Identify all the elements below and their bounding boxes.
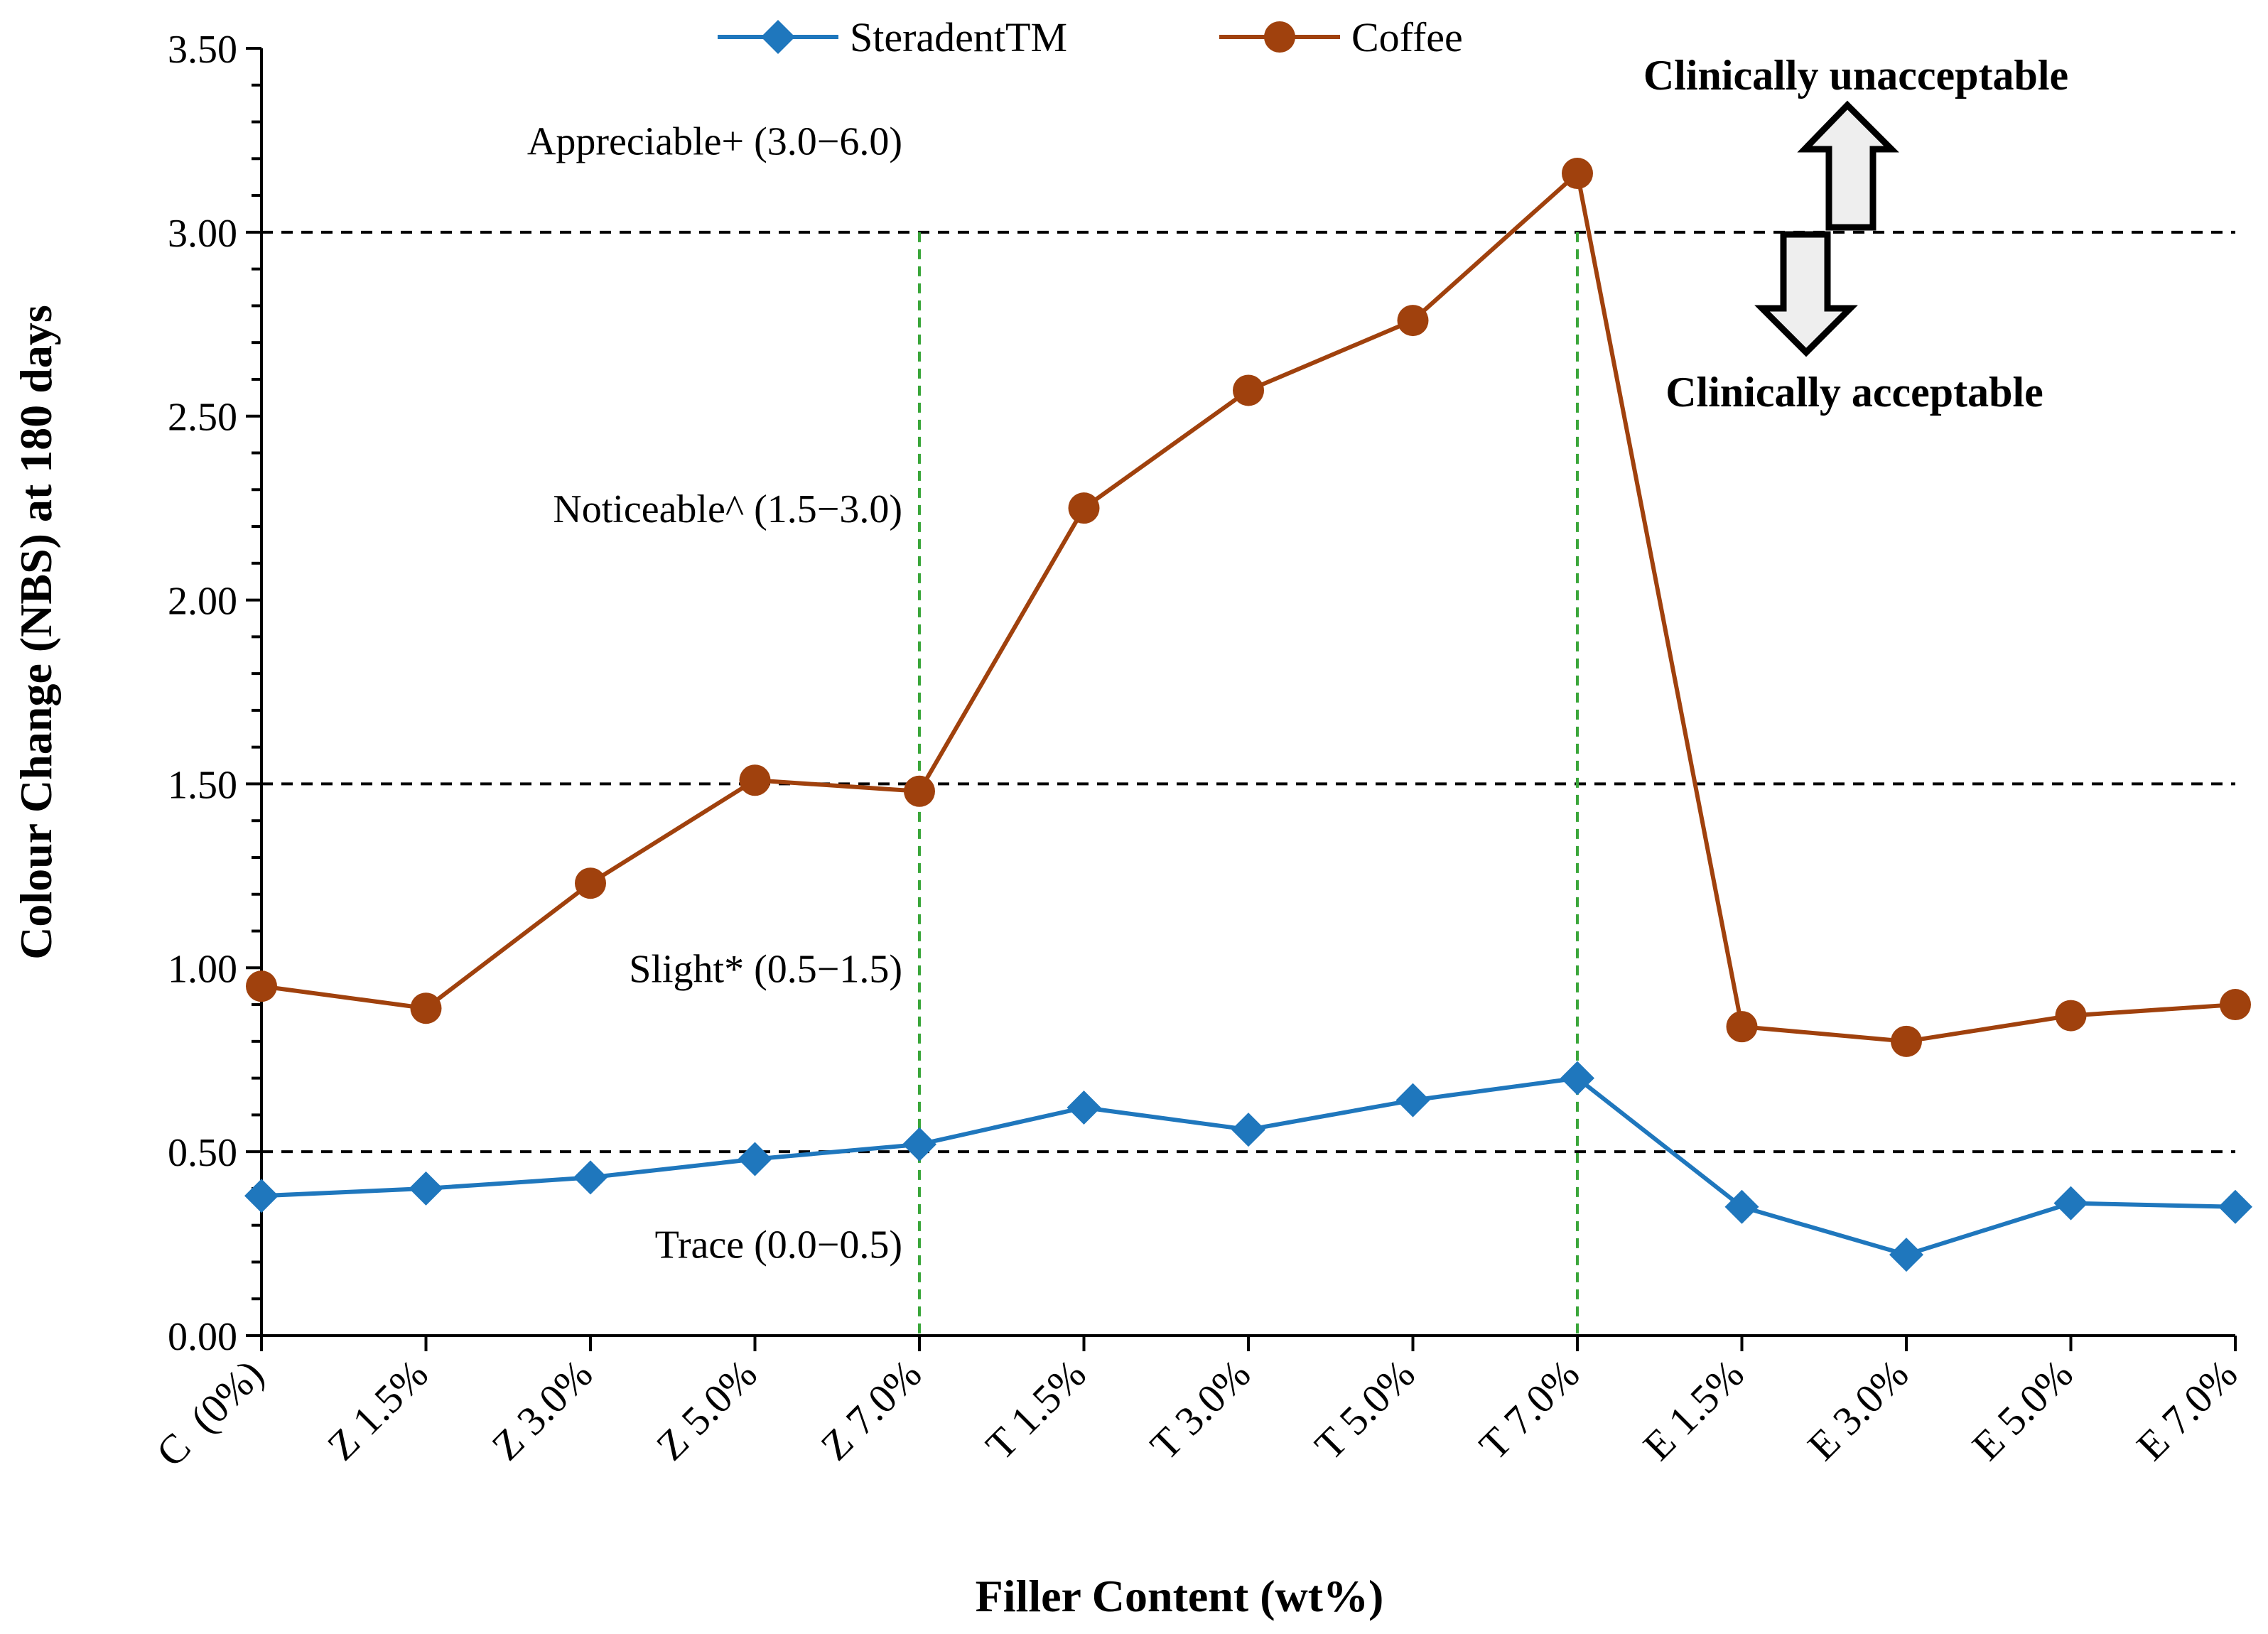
data-point	[1066, 1091, 1101, 1125]
clinical-annotations: Clinically unacceptable Clinically accept…	[1643, 52, 2068, 416]
reference-lines	[261, 230, 2235, 1154]
y-tick-label: 2.00	[168, 580, 237, 624]
data-point	[1397, 305, 1429, 337]
data-point	[575, 867, 606, 899]
x-tick-label: E 3.0%	[1798, 1351, 1917, 1469]
data-point	[244, 1179, 279, 1213]
data-point	[2053, 1186, 2088, 1221]
x-tick-label: Z 3.0%	[482, 1351, 601, 1469]
data-point	[2218, 1189, 2252, 1224]
y-tick-label: 2.50	[168, 396, 237, 440]
series-steradenttm	[244, 1061, 2252, 1272]
series-line	[261, 171, 2236, 1044]
x-tick-label: C (0%)	[147, 1351, 272, 1476]
x-tick-label: Z 5.0%	[647, 1351, 766, 1469]
legend-label: Coffee	[1351, 14, 1463, 60]
data-point	[246, 970, 277, 1002]
data-point	[902, 1127, 936, 1162]
legend-item: SteradentTM	[718, 14, 1067, 60]
x-tick-label: T 1.5%	[977, 1351, 1095, 1468]
data-point	[1889, 1238, 1923, 1272]
y-axis-title: Colour Change (NBS) at 180 days	[11, 305, 61, 960]
clinically-unacceptable-label: Clinically unacceptable	[1643, 52, 2068, 99]
axes: 0.00 0.50 1.00 1.50 2.00 2.50 3.00 3.50 C (0%) Z …	[147, 28, 2246, 1476]
series-line	[261, 1076, 2236, 1257]
band-label: Noticeable^ (1.5−3.0)	[553, 487, 902, 531]
data-point	[1231, 1113, 1265, 1147]
data-point	[738, 1142, 772, 1176]
series-coffee	[246, 158, 2251, 1057]
band-label: Slight* (0.5−1.5)	[629, 947, 902, 991]
y-tick-label: 1.50	[168, 763, 237, 807]
arrow-down-icon	[1754, 231, 1858, 357]
series-layer	[244, 158, 2252, 1272]
data-point	[1233, 374, 1264, 406]
data-point	[410, 992, 442, 1024]
x-tick-label: T 3.0%	[1141, 1351, 1259, 1468]
y-tick-label: 1.00	[168, 947, 237, 991]
arrow-up-icon	[1797, 100, 1899, 231]
data-point	[1395, 1083, 1430, 1118]
data-point	[1068, 492, 1100, 524]
data-point	[1562, 158, 1593, 190]
x-tick-label: T 7.0%	[1470, 1351, 1588, 1468]
x-tick-label: Z 1.5%	[318, 1351, 437, 1469]
x-axis-title: Filler Content (wt%)	[976, 1571, 1384, 1621]
data-point	[1726, 1011, 1758, 1043]
data-point	[2055, 1000, 2087, 1032]
x-tick-label: E 7.0%	[2127, 1351, 2246, 1469]
legend-label: SteradentTM	[850, 14, 1067, 60]
y-tick-label: 0.50	[168, 1131, 237, 1175]
data-point	[2220, 989, 2251, 1021]
data-point	[1724, 1189, 1759, 1224]
data-point	[1891, 1025, 1922, 1057]
y-tick-label: 3.50	[168, 28, 237, 72]
x-tick-label: Z 7.0%	[811, 1351, 930, 1469]
data-point	[904, 775, 935, 807]
data-point	[1560, 1061, 1594, 1095]
band-labels: Trace (0.0−0.5) Slight* (0.5−1.5) Noticeab…	[527, 119, 902, 1267]
y-tick-label: 0.00	[168, 1315, 237, 1359]
legend-marker	[1264, 21, 1295, 53]
band-label: Appreciable+ (3.0−6.0)	[527, 119, 902, 163]
x-tick-label: E 5.0%	[1963, 1351, 2082, 1469]
legend-item: Coffee	[1219, 14, 1463, 60]
x-tick-label: T 5.0%	[1306, 1351, 1424, 1468]
band-label: Trace (0.0−0.5)	[655, 1223, 902, 1267]
data-point	[739, 764, 771, 796]
legend: SteradentTM Coffee	[718, 14, 1463, 60]
data-point	[573, 1160, 608, 1195]
y-tick-label: 3.00	[168, 212, 237, 256]
x-tick-label: E 1.5%	[1634, 1351, 1753, 1469]
clinically-acceptable-label: Clinically acceptable	[1665, 369, 2043, 416]
data-point	[409, 1171, 443, 1206]
legend-marker	[761, 20, 795, 54]
